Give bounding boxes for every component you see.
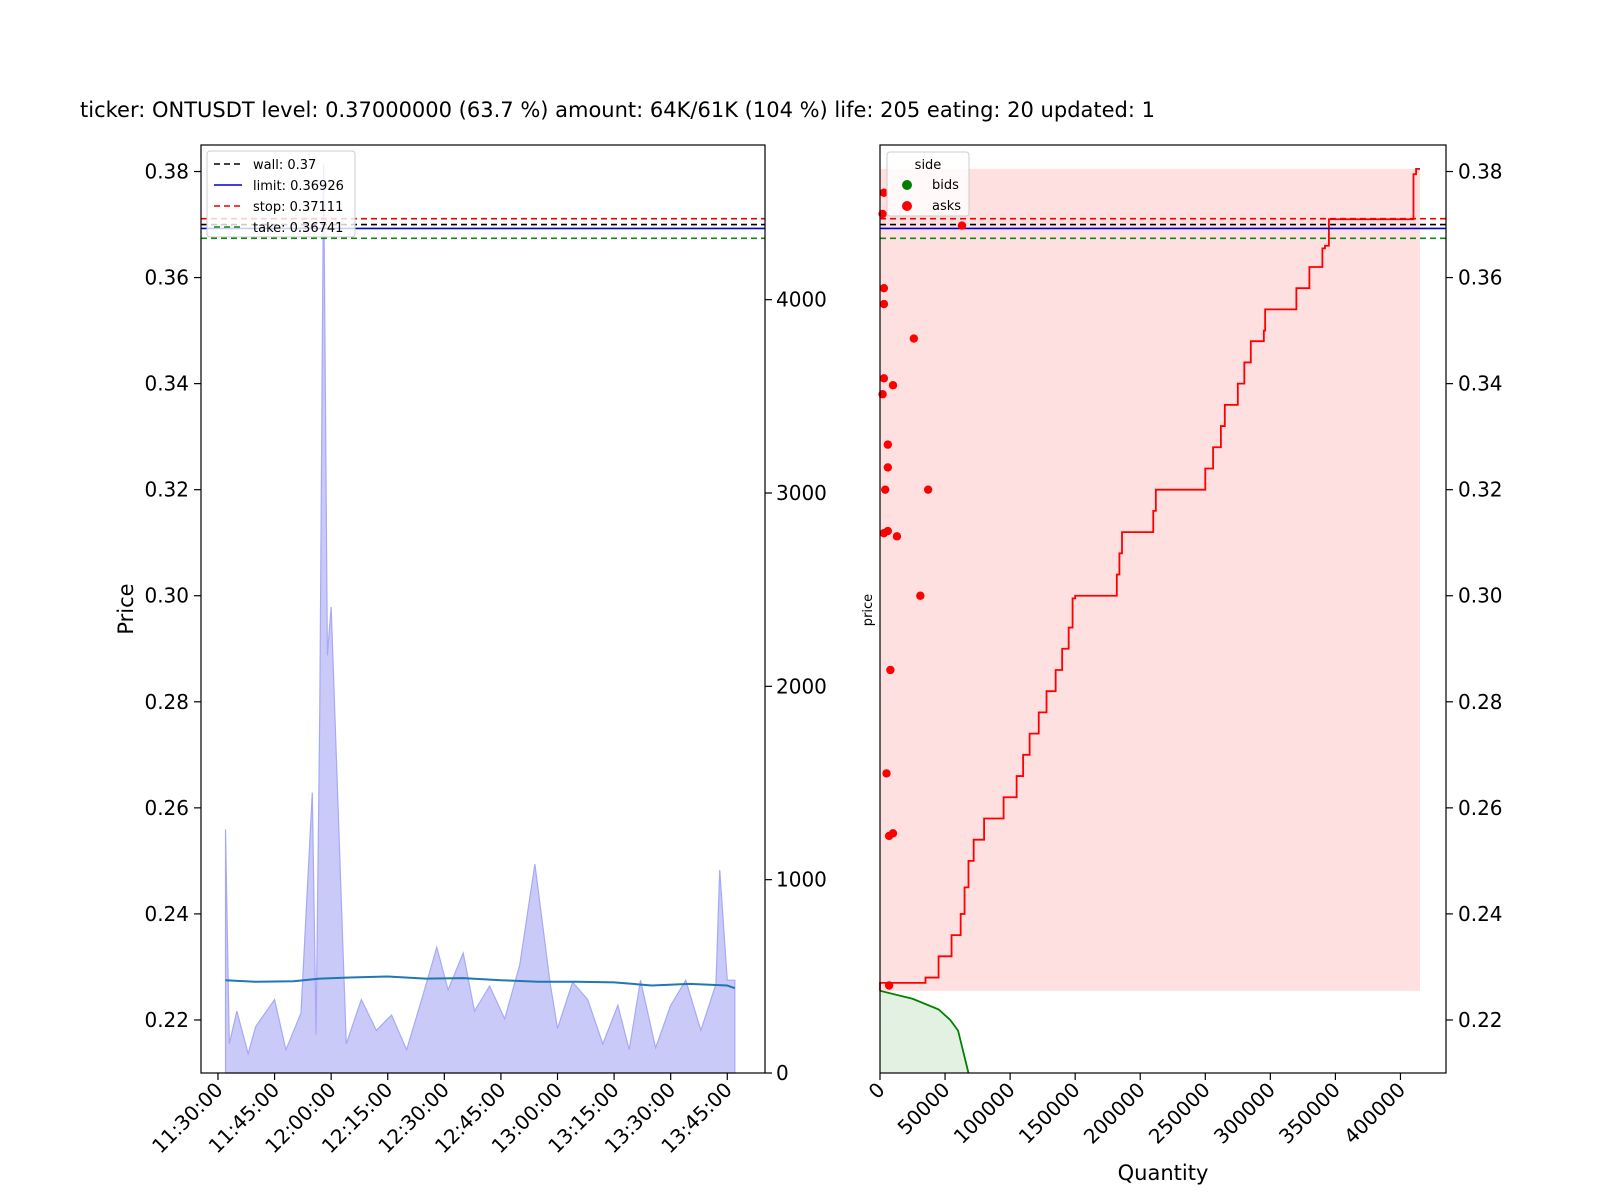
- orderbook-y-tick-label: 0.38: [1458, 160, 1503, 184]
- ask-point: [879, 374, 889, 383]
- y2-tick-label: 1000: [776, 868, 827, 892]
- chart-title: ticker: ONTUSDT level: 0.37000000 (63.7 …: [80, 98, 1155, 122]
- side-legend-box: [886, 151, 970, 217]
- volume-area: [224, 164, 736, 1074]
- orderbook-y-tick-label: 0.24: [1458, 902, 1503, 926]
- asks-depth-line: [879, 167, 1420, 991]
- orderbook-x-tick-label: 150000: [1014, 1078, 1085, 1149]
- orderbook-y-tick-label: 0.36: [1458, 266, 1503, 290]
- price-volume-panel: 0.22 0.24 0.26 0.28 0.30 0.32 0.34 0.36 0.38 0 100…: [114, 144, 827, 1158]
- y2-tick-label: 4000: [776, 288, 827, 312]
- orderbook-x-tick-label: 300000: [1209, 1078, 1280, 1149]
- ask-point: [879, 299, 889, 309]
- side-legend: side bids asks: [886, 151, 970, 217]
- orderbook-x-tick-label: 400000: [1339, 1078, 1410, 1149]
- ask-point: [883, 440, 893, 449]
- ask-point: [957, 221, 967, 230]
- ask-point: [883, 463, 893, 472]
- legend-stop-label: stop: 0.37111: [253, 200, 343, 215]
- bids-legend-marker: [902, 180, 912, 190]
- ask-point: [886, 665, 895, 675]
- side-legend-title: side: [915, 158, 942, 173]
- orderbook-x-tick-label: 250000: [1144, 1078, 1215, 1149]
- y-tick-label: 0.22: [144, 1008, 189, 1032]
- left-plot-frame: [200, 144, 766, 1074]
- orderbook-y-tick-label: 0.22: [1458, 1008, 1503, 1032]
- legend-limit-label: limit: 0.36926: [253, 179, 344, 194]
- ask-point: [879, 283, 889, 293]
- legend-take-label: take: 0.36741: [253, 221, 343, 236]
- orderbook-y-tick-label: 0.30: [1458, 584, 1503, 608]
- orderbook-x-tick-label: 200000: [1079, 1078, 1150, 1149]
- y-tick-label: 0.28: [144, 690, 189, 714]
- y-tick-label: 0.34: [144, 372, 189, 396]
- y-tick-label: 0.38: [144, 160, 189, 184]
- ask-point: [884, 831, 894, 841]
- orderbook-y-axis-label: price: [861, 594, 876, 626]
- y-tick-label: 0.26: [144, 796, 189, 820]
- orderbook-x-tick-label: 50000: [893, 1078, 955, 1140]
- level-legend: wall: 0.37 limit: 0.36926 stop: 0.37111 tak…: [206, 150, 356, 238]
- orderbook-x-tick-label: 350000: [1274, 1078, 1345, 1149]
- legend-box: [206, 150, 356, 238]
- legend-wall-label: wall: 0.37: [253, 158, 316, 173]
- y2-tick-label: 3000: [776, 481, 827, 505]
- bids-legend-label: bids: [932, 178, 959, 193]
- orderbook-y-tick-label: 0.28: [1458, 690, 1503, 714]
- asks-fill-area: [880, 168, 1420, 991]
- y-tick-label: 0.36: [144, 266, 189, 290]
- orderbook-y-tick-label: 0.26: [1458, 796, 1503, 820]
- orderbook-y-tick-label: 0.32: [1458, 478, 1503, 502]
- asks-legend-label: asks: [932, 199, 961, 214]
- ask-point: [879, 528, 889, 538]
- y2-tick-label: 0: [776, 1061, 789, 1085]
- asks-legend-marker: [902, 201, 912, 211]
- y-axis-label: Price: [114, 583, 138, 634]
- y-tick-label: 0.30: [144, 584, 189, 608]
- bids-depth-line: [879, 989, 970, 1074]
- x-axis-label: Quantity: [1118, 1161, 1209, 1185]
- y-tick-label: 0.24: [144, 902, 189, 926]
- orderbook-x-tick-label: 100000: [949, 1078, 1020, 1149]
- y-tick-label: 0.32: [144, 478, 189, 502]
- ask-point: [923, 485, 933, 494]
- ask-point: [892, 532, 902, 541]
- ask-point: [888, 381, 898, 390]
- price-line: [225, 975, 736, 990]
- y2-tick-label: 2000: [776, 674, 827, 698]
- orderbook-panel: 0.22 0.24 0.26 0.28 0.30 0.32 0.34 0.36 0.38 0 500…: [861, 144, 1503, 1185]
- ask-point: [884, 981, 894, 990]
- ask-point: [916, 591, 925, 600]
- ask-point: [879, 188, 889, 197]
- bids-fill-area: [880, 990, 969, 1073]
- ask-point: [909, 334, 919, 343]
- orderbook-y-tick-label: 0.34: [1458, 372, 1503, 396]
- ask-point: [881, 485, 890, 494]
- ask-point: [882, 769, 891, 778]
- orderbook-x-tick-label: 0: [864, 1078, 890, 1104]
- right-plot-frame: [879, 144, 1447, 1074]
